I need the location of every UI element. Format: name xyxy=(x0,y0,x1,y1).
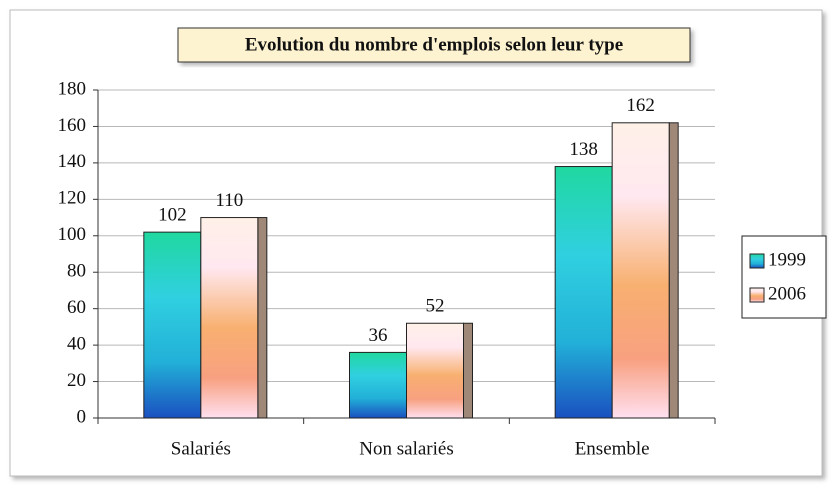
title-box xyxy=(177,27,691,63)
y-tick-label: 120 xyxy=(58,188,87,209)
y-tick-label: 20 xyxy=(67,370,86,391)
bar xyxy=(406,322,464,419)
y-tick-label: 80 xyxy=(67,261,86,282)
data-label: 102 xyxy=(158,204,187,225)
x-tick-label: Salariés xyxy=(171,438,231,459)
bar xyxy=(349,351,407,419)
legend-box xyxy=(741,235,827,319)
data-label: 36 xyxy=(369,325,388,346)
y-tick-label: 60 xyxy=(67,297,86,318)
y-tick-label: 140 xyxy=(58,151,87,172)
y-tick-label: 0 xyxy=(77,406,87,427)
bar-side xyxy=(463,322,473,419)
legend-swatch xyxy=(749,287,765,303)
bar-side xyxy=(257,217,268,419)
data-label: 138 xyxy=(569,139,598,160)
y-tick-label: 160 xyxy=(58,115,87,136)
y-tick-label: 40 xyxy=(67,333,86,354)
bar xyxy=(554,166,613,419)
bar xyxy=(611,122,670,419)
data-label: 110 xyxy=(215,190,243,211)
data-label: 52 xyxy=(426,296,445,317)
x-tick-label: Non salariés xyxy=(359,438,453,459)
bar xyxy=(200,217,259,419)
x-tick-label: Ensemble xyxy=(575,438,650,459)
bar xyxy=(143,231,202,419)
legend-swatch xyxy=(749,253,765,269)
legend-label: 2006 xyxy=(768,283,806,304)
chart-title: Evolution du nombre d'emplois selon leur… xyxy=(245,34,623,55)
data-label: 162 xyxy=(626,95,655,116)
y-tick-label: 100 xyxy=(58,224,87,245)
legend-label: 1999 xyxy=(768,249,806,270)
y-tick-label: 180 xyxy=(58,78,87,99)
bar-side xyxy=(668,122,679,419)
